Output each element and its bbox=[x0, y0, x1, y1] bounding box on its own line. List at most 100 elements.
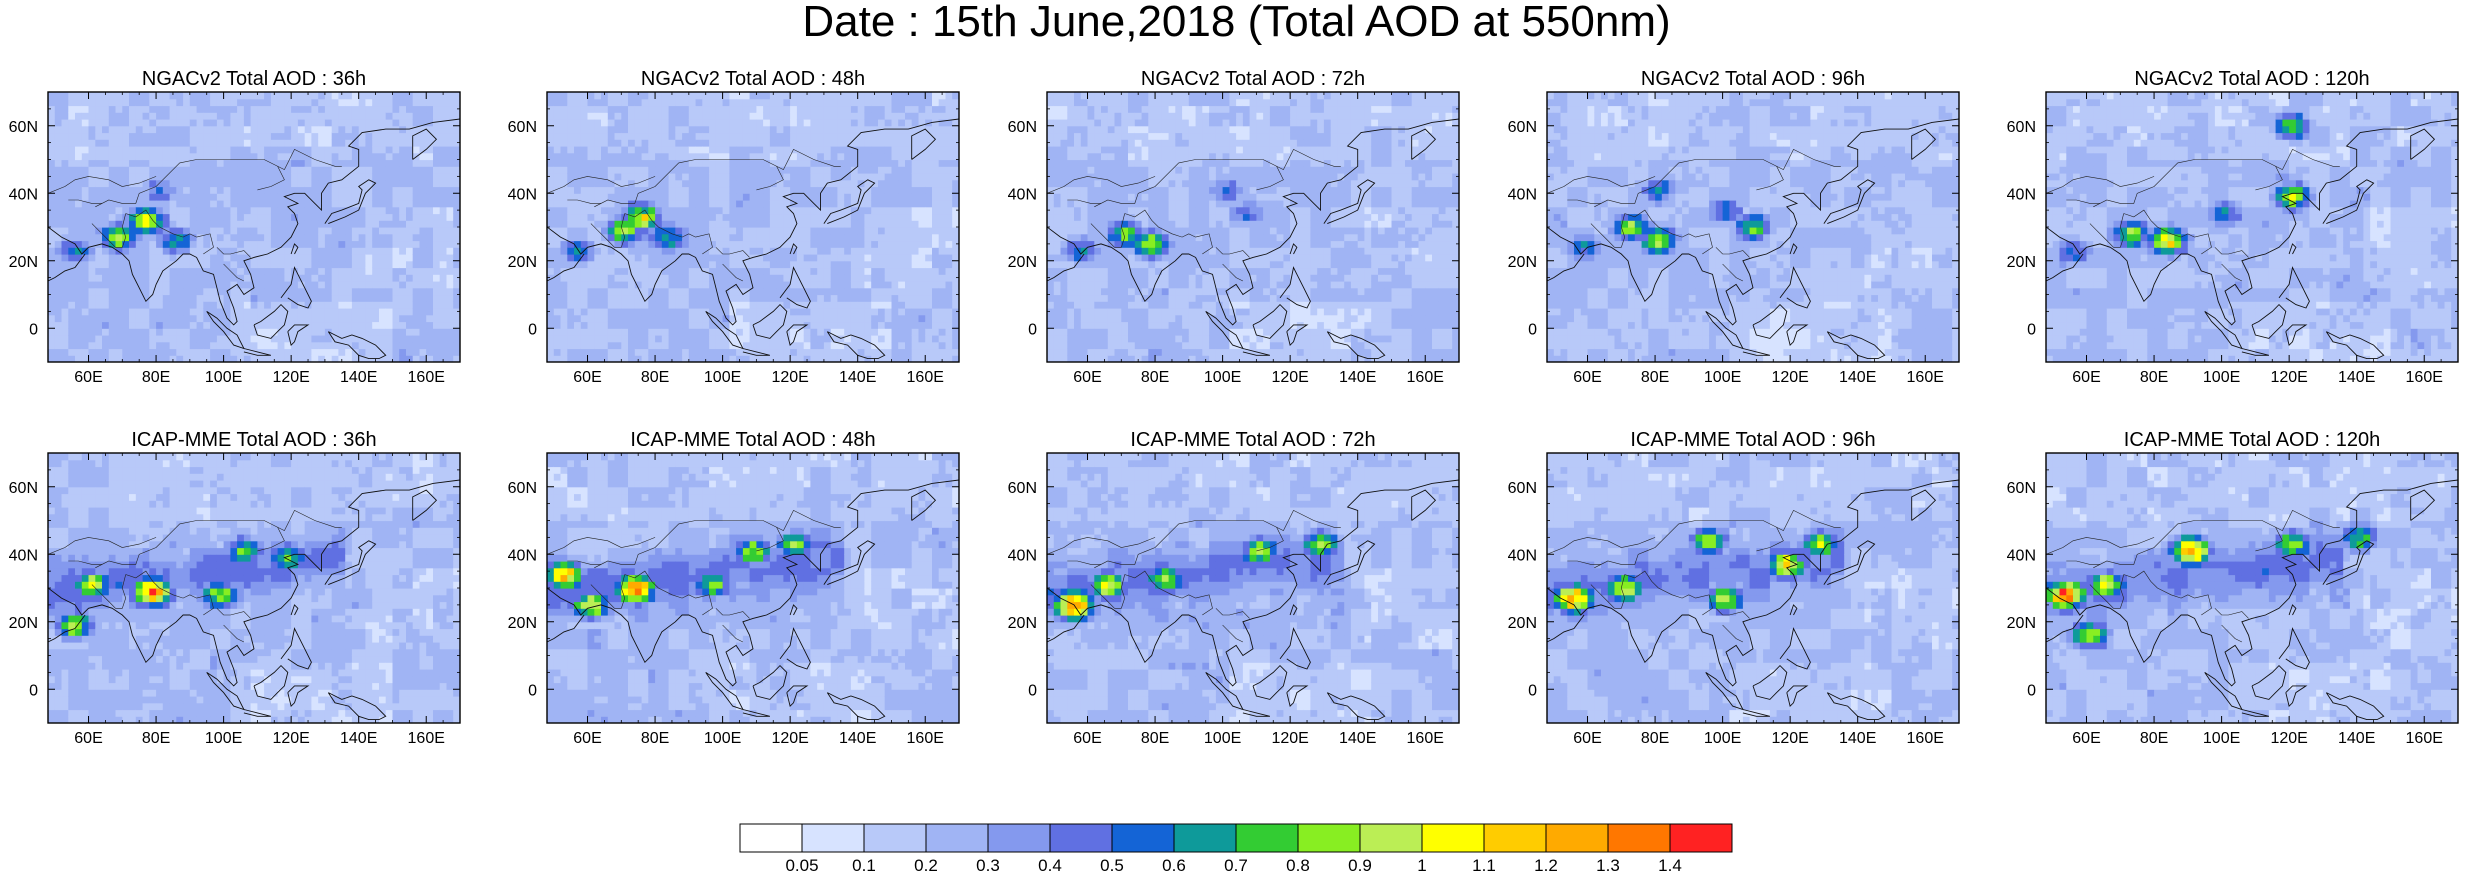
x-tick-label: 60E bbox=[573, 730, 601, 747]
x-tick-label: 60E bbox=[1073, 369, 1101, 386]
x-tick-label: 160E bbox=[1407, 730, 1444, 747]
x-tick-label: 60E bbox=[1073, 730, 1101, 747]
x-tick-label: 140E bbox=[1339, 730, 1376, 747]
y-tick-label: 60N bbox=[9, 119, 38, 136]
colorbar-label: 1.3 bbox=[1596, 856, 1620, 874]
y-tick-label: 40N bbox=[1508, 186, 1537, 203]
map-plot: 60E 80E 100E 120E 140E 160E 0 20N 40N 60N bbox=[1508, 452, 1960, 747]
aod-field bbox=[48, 92, 460, 362]
colorbar-label: 0.3 bbox=[976, 856, 1000, 874]
colorbar-label: 0.5 bbox=[1100, 856, 1124, 874]
x-tick-label: 160E bbox=[408, 730, 445, 747]
y-tick-label: 20N bbox=[2007, 254, 2036, 271]
colorbar-swatch bbox=[1235, 823, 1299, 853]
colorbar-label: 0.7 bbox=[1224, 856, 1248, 874]
colorbar-swatch bbox=[739, 823, 803, 853]
colorbar-label: 1.4 bbox=[1658, 856, 1682, 874]
colorbar-swatch bbox=[1111, 823, 1175, 853]
map-panel: ICAP-MME Total AOD : 36h 60E 80E 100E 120E 14… bbox=[0, 429, 468, 759]
x-tick-label: 100E bbox=[1704, 730, 1741, 747]
coastlines bbox=[1547, 118, 1959, 360]
y-tick-label: 0 bbox=[29, 321, 38, 338]
colorbar-label: 0.05 bbox=[785, 856, 818, 874]
x-tick-label: 100E bbox=[2203, 369, 2240, 386]
y-tick-label: 40N bbox=[9, 547, 38, 564]
x-tick-label: 140E bbox=[2338, 369, 2375, 386]
colorbar-swatch bbox=[1607, 823, 1671, 853]
y-tick-label: 20N bbox=[1508, 615, 1537, 632]
y-tick-label: 20N bbox=[1508, 254, 1537, 271]
map-plot: 60E 80E 100E 120E 140E 160E 0 20N 40N 60N bbox=[9, 91, 461, 386]
coastlines bbox=[2046, 479, 2458, 721]
map-plot: 60E 80E 100E 120E 140E 160E 0 20N 40N 60N bbox=[508, 452, 960, 747]
x-tick-label: 120E bbox=[2270, 369, 2307, 386]
x-tick-label: 60E bbox=[573, 369, 601, 386]
colorbar-label: 1.2 bbox=[1534, 856, 1558, 874]
y-tick-label: 40N bbox=[508, 186, 537, 203]
coastlines bbox=[1047, 118, 1459, 360]
colorbar: 0.05 0.1 0.2 0.3 0.4 0.5 0.6 0.7 0.8 0.9 1 1.1 1.2 1.… bbox=[739, 823, 1734, 874]
x-tick-label: 60E bbox=[2072, 730, 2100, 747]
x-tick-label: 140E bbox=[839, 730, 876, 747]
colorbar-svg: 0.05 0.1 0.2 0.3 0.4 0.5 0.6 0.7 0.8 0.9 1 1.1 1.2 1.… bbox=[739, 823, 1733, 874]
y-tick-label: 60N bbox=[1008, 480, 1037, 497]
x-tick-label: 60E bbox=[1573, 369, 1601, 386]
x-tick-label: 80E bbox=[641, 730, 669, 747]
x-tick-label: 60E bbox=[2072, 369, 2100, 386]
y-tick-label: 0 bbox=[1528, 321, 1537, 338]
x-tick-label: 80E bbox=[142, 369, 170, 386]
x-tick-label: 80E bbox=[142, 730, 170, 747]
map-plot: 60E 80E 100E 120E 140E 160E 0 20N 40N 60N bbox=[2007, 452, 2459, 747]
y-tick-label: 60N bbox=[1508, 480, 1537, 497]
x-tick-label: 140E bbox=[1839, 730, 1876, 747]
x-tick-label: 140E bbox=[340, 730, 377, 747]
colorbar-label: 0.2 bbox=[914, 856, 938, 874]
panel-title: ICAP-MME Total AOD : 48h bbox=[547, 429, 959, 451]
map-plot: 60E 80E 100E 120E 140E 160E 0 20N 40N 60N bbox=[1008, 91, 1460, 386]
y-tick-label: 0 bbox=[1528, 682, 1537, 699]
x-tick-label: 80E bbox=[2140, 730, 2168, 747]
coastlines bbox=[48, 118, 460, 360]
aod-field bbox=[2046, 92, 2458, 362]
x-tick-label: 160E bbox=[2406, 369, 2443, 386]
x-tick-label: 80E bbox=[1641, 730, 1669, 747]
map-panel: ICAP-MME Total AOD : 48h 60E 80E 100E 120E 14… bbox=[495, 429, 967, 759]
map-plot: 60E 80E 100E 120E 140E 160E 0 20N 40N 60N bbox=[1508, 91, 1960, 386]
x-tick-label: 100E bbox=[1204, 369, 1241, 386]
map-plot: 60E 80E 100E 120E 140E 160E 0 20N 40N 60N bbox=[9, 452, 461, 747]
colorbar-swatch bbox=[1421, 823, 1485, 853]
panel-title: ICAP-MME Total AOD : 36h bbox=[48, 429, 460, 451]
map-panel: NGACv2 Total AOD : 96h 60E 80E 100E 120E 140E… bbox=[1495, 68, 1967, 398]
map-panel: NGACv2 Total AOD : 36h 60E 80E 100E 120E 140E… bbox=[0, 68, 468, 398]
y-tick-label: 60N bbox=[1008, 119, 1037, 136]
panel-title: NGACv2 Total AOD : 48h bbox=[547, 68, 959, 90]
panel-title: ICAP-MME Total AOD : 120h bbox=[2046, 429, 2458, 451]
y-tick-label: 60N bbox=[1508, 119, 1537, 136]
x-tick-label: 80E bbox=[641, 369, 669, 386]
x-tick-label: 160E bbox=[1407, 369, 1444, 386]
colorbar-swatch bbox=[1545, 823, 1609, 853]
y-tick-label: 40N bbox=[1008, 547, 1037, 564]
x-tick-label: 140E bbox=[1339, 369, 1376, 386]
colorbar-swatch bbox=[1297, 823, 1361, 853]
colorbar-swatch bbox=[1669, 823, 1733, 853]
y-tick-label: 20N bbox=[508, 615, 537, 632]
x-tick-label: 160E bbox=[408, 369, 445, 386]
y-tick-label: 0 bbox=[2027, 682, 2036, 699]
x-tick-label: 80E bbox=[1641, 369, 1669, 386]
x-tick-label: 120E bbox=[272, 369, 309, 386]
colorbar-swatch bbox=[1049, 823, 1113, 853]
panel-grid: NGACv2 Total AOD : 36h 60E 80E 100E 120E 140E… bbox=[0, 68, 2459, 759]
coastlines bbox=[48, 479, 460, 721]
y-tick-label: 40N bbox=[1008, 186, 1037, 203]
x-tick-label: 120E bbox=[1771, 730, 1808, 747]
y-tick-label: 0 bbox=[1028, 321, 1037, 338]
coastlines bbox=[1547, 479, 1959, 721]
colorbar-label: 0.8 bbox=[1286, 856, 1310, 874]
y-tick-label: 40N bbox=[2007, 547, 2036, 564]
colorbar-swatch bbox=[925, 823, 989, 853]
aod-field bbox=[1047, 453, 1459, 723]
panel-title: NGACv2 Total AOD : 120h bbox=[2046, 68, 2458, 90]
y-tick-label: 20N bbox=[1008, 254, 1037, 271]
y-tick-label: 20N bbox=[9, 254, 38, 271]
